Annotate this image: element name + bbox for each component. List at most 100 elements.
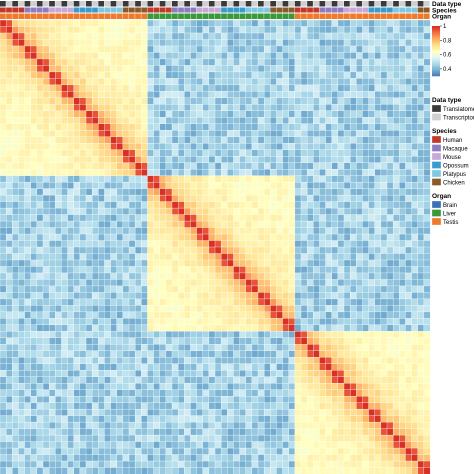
heatmap-cell bbox=[306, 97, 314, 105]
heatmap-cell bbox=[48, 447, 56, 455]
heatmap-cell bbox=[177, 91, 185, 99]
heatmap-cell bbox=[196, 58, 204, 66]
heatmap-cell bbox=[55, 318, 62, 326]
heatmap-cell bbox=[18, 272, 25, 280]
heatmap-cell bbox=[276, 408, 283, 417]
heatmap-cell bbox=[196, 350, 204, 358]
heatmap-cell bbox=[220, 32, 228, 40]
heatmap-cell bbox=[110, 383, 118, 391]
heatmap-cell bbox=[12, 91, 19, 99]
heatmap-cell bbox=[343, 298, 351, 306]
heatmap-cell bbox=[42, 389, 50, 397]
heatmap-cell bbox=[122, 383, 130, 391]
heatmap-cell bbox=[110, 305, 118, 313]
heatmap-cell bbox=[319, 65, 326, 73]
heatmap-cell bbox=[30, 259, 38, 267]
heatmap-cell bbox=[159, 227, 167, 235]
heatmap-cell bbox=[362, 324, 369, 332]
data-type-annotation-cell bbox=[393, 1, 399, 7]
heatmap-cell bbox=[36, 84, 44, 92]
heatmap-cell bbox=[257, 259, 265, 267]
heatmap-cell bbox=[55, 156, 62, 164]
heatmap-cell bbox=[91, 168, 99, 177]
heatmap-cell bbox=[288, 201, 296, 209]
heatmap-cell bbox=[141, 395, 148, 404]
heatmap-cell bbox=[294, 58, 302, 66]
heatmap-cell bbox=[159, 233, 167, 241]
heatmap-cell bbox=[257, 156, 265, 164]
heatmap-cell bbox=[380, 32, 388, 40]
heatmap-cell bbox=[319, 162, 326, 170]
heatmap-cell bbox=[36, 266, 44, 274]
heatmap-cell bbox=[337, 71, 345, 79]
heatmap-cell bbox=[251, 149, 259, 157]
heatmap-cell bbox=[30, 175, 38, 183]
heatmap-cell bbox=[73, 246, 81, 254]
heatmap-cell bbox=[30, 279, 38, 287]
heatmap-cell bbox=[110, 65, 118, 73]
heatmap-cell bbox=[306, 32, 314, 40]
heatmap-cell bbox=[374, 136, 382, 144]
heatmap-cell bbox=[325, 227, 333, 235]
heatmap-cell bbox=[276, 52, 283, 60]
heatmap-cell bbox=[386, 143, 394, 151]
heatmap-cell bbox=[67, 421, 75, 430]
heatmap-cell bbox=[405, 259, 412, 267]
heatmap-cell bbox=[85, 363, 93, 371]
heatmap-cell bbox=[245, 233, 253, 241]
heatmap-cell bbox=[122, 279, 130, 287]
data-type-annotation-cell bbox=[251, 1, 258, 7]
organ-annotation-cell bbox=[313, 13, 320, 19]
heatmap-cell bbox=[405, 298, 412, 306]
organ-annotation-cell bbox=[202, 13, 209, 19]
heatmap-cell bbox=[134, 408, 142, 417]
heatmap-cell bbox=[368, 240, 376, 248]
heatmap-cell bbox=[184, 428, 191, 436]
heatmap-cell bbox=[380, 117, 388, 125]
heatmap-cell bbox=[374, 311, 382, 319]
heatmap-cell bbox=[325, 181, 333, 190]
heatmap-cell bbox=[171, 357, 179, 365]
heatmap-cell bbox=[356, 246, 363, 254]
heatmap-cell bbox=[61, 279, 68, 287]
heatmap-cell bbox=[251, 143, 259, 151]
heatmap-cell bbox=[263, 214, 271, 222]
heatmap-cell bbox=[288, 78, 296, 86]
heatmap-cell bbox=[356, 188, 363, 196]
heatmap-cell bbox=[153, 117, 161, 125]
heatmap-cell bbox=[288, 344, 296, 352]
heatmap-cell bbox=[110, 344, 118, 352]
heatmap-cell bbox=[288, 441, 296, 449]
heatmap-cell bbox=[251, 434, 259, 443]
heatmap-cell bbox=[233, 32, 240, 40]
heatmap-cell bbox=[202, 350, 210, 358]
data-type-annotation-cell bbox=[116, 1, 123, 7]
heatmap-cell bbox=[276, 272, 283, 280]
heatmap-cell bbox=[362, 421, 369, 430]
heatmap-cell bbox=[405, 311, 412, 319]
heatmap-cell bbox=[0, 52, 7, 60]
heatmap-cell bbox=[177, 331, 185, 339]
heatmap-cell bbox=[5, 26, 13, 34]
heatmap-cell bbox=[48, 357, 56, 365]
heatmap-cell bbox=[220, 194, 228, 203]
heatmap-cell bbox=[276, 227, 283, 235]
heatmap-cell bbox=[104, 376, 111, 384]
heatmap-cell bbox=[239, 415, 247, 423]
heatmap-cell bbox=[73, 65, 81, 73]
heatmap-cell bbox=[276, 311, 283, 319]
heatmap-cell bbox=[220, 311, 228, 319]
heatmap-cell bbox=[24, 240, 32, 248]
heatmap-cell bbox=[141, 52, 148, 60]
heatmap-cell bbox=[270, 240, 277, 248]
heatmap-cell bbox=[220, 233, 228, 241]
heatmap-cell bbox=[343, 220, 351, 228]
heatmap-cell bbox=[122, 32, 130, 40]
heatmap-cell bbox=[128, 32, 136, 40]
heatmap-cell bbox=[202, 259, 210, 267]
heatmap-cell bbox=[184, 305, 191, 313]
heatmap-cell bbox=[239, 227, 247, 235]
heatmap-cell bbox=[104, 279, 111, 287]
heatmap-cell bbox=[79, 279, 87, 287]
